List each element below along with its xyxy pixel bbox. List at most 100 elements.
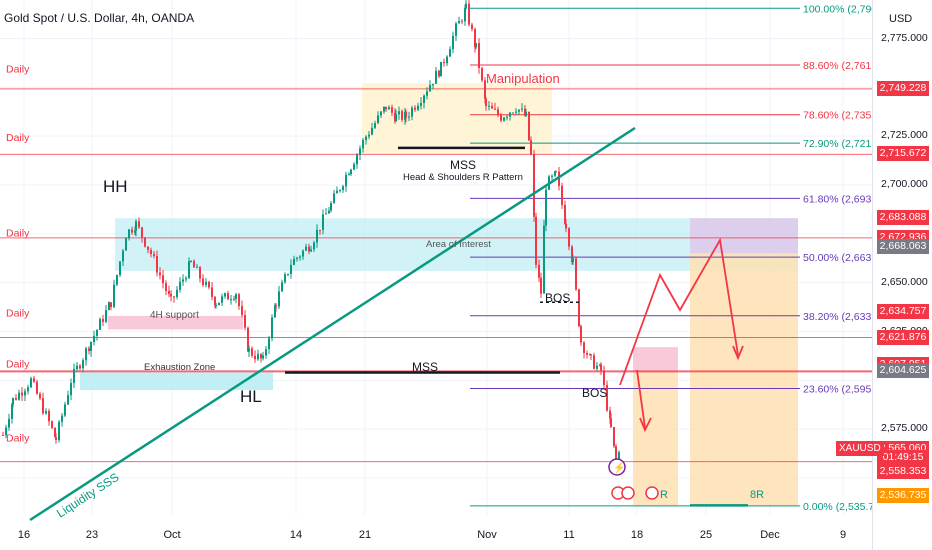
hs-pattern-zone: [362, 83, 552, 154]
candle-body: [96, 329, 98, 336]
y-tick-label: 2,725.000: [881, 129, 928, 142]
x-tick-label: 14: [290, 529, 302, 541]
candle-body: [481, 68, 483, 81]
candle-body: [575, 258, 577, 290]
x-axis-background: [0, 523, 872, 550]
candle-body: [438, 70, 440, 77]
candle-body: [561, 185, 563, 205]
candle-body: [85, 348, 87, 361]
candle-body: [39, 393, 41, 399]
candle-body: [568, 228, 570, 247]
candle-body: [102, 319, 104, 322]
candle-body: [356, 154, 358, 165]
candle-body: [105, 310, 107, 322]
candle-body: [359, 148, 361, 155]
candle-body: [308, 246, 310, 252]
candle-body: [125, 238, 127, 251]
candle-body: [411, 107, 413, 117]
candle-body: [494, 108, 496, 110]
candle-body: [281, 282, 283, 292]
candle-body: [348, 174, 350, 176]
mss-mid-label: MSS: [412, 360, 438, 374]
candle-body: [51, 421, 53, 428]
candle-body: [182, 279, 184, 282]
candle-body: [144, 237, 146, 247]
candle-body: [284, 274, 286, 283]
candle-body: [131, 229, 133, 233]
target-zone-b: [690, 218, 798, 254]
candle-body: [202, 278, 204, 286]
x-tick-label: Oct: [163, 529, 180, 541]
candle-body: [227, 293, 229, 300]
candle-body: [54, 427, 56, 438]
x-tick-label: 18: [631, 529, 643, 541]
support-4h-zone: [108, 315, 243, 330]
candle-body: [150, 249, 152, 255]
candle-body: [377, 115, 379, 124]
candle-body: [153, 254, 155, 256]
candle-body: [401, 111, 403, 120]
event-flag-icon: [621, 486, 635, 500]
candle-body: [238, 294, 240, 307]
candle-body: [491, 105, 493, 109]
candle-body: [257, 353, 259, 360]
candle-body: [339, 189, 341, 191]
price-chart[interactable]: 100.00% (2,790.48 88.60% (2,761.442 78.60%…: [0, 0, 872, 550]
candle-body: [30, 378, 32, 388]
hl-label: HL: [240, 387, 262, 406]
candle-body: [525, 111, 527, 116]
candle-body: [67, 395, 69, 405]
candle-body: [398, 111, 400, 115]
candle-body: [484, 80, 486, 99]
candle-body: [528, 111, 530, 141]
candle-body: [247, 327, 249, 352]
candle-body: [12, 398, 14, 405]
area-of-interest-label: Area of Interest: [426, 239, 491, 250]
candle-body: [423, 95, 425, 103]
candle-body: [8, 418, 10, 428]
price-badge: 2,668.063: [877, 239, 929, 255]
candle-body: [443, 61, 445, 64]
candle-body: [615, 446, 617, 462]
candle-body: [61, 415, 63, 422]
candle-body: [455, 23, 457, 36]
exhaustion-zone: [80, 372, 273, 391]
exhaustion-zone-label: Exhaustion Zone: [144, 362, 215, 373]
candle-body: [345, 174, 347, 187]
daily-label: Daily: [6, 308, 30, 320]
candle-body: [296, 257, 298, 259]
bos-top-label: BOS: [545, 291, 570, 305]
candle-body: [395, 114, 397, 122]
candle-body: [325, 213, 327, 215]
x-tick-label: 23: [86, 529, 98, 541]
candle-body: [572, 258, 574, 263]
y-tick-label: 2,575.000: [881, 422, 928, 435]
candle-body: [405, 111, 407, 118]
candle-body: [590, 354, 592, 356]
candle-body: [119, 261, 121, 275]
candle-body: [328, 210, 330, 214]
candle-body: [374, 123, 376, 128]
candle-body: [420, 102, 422, 106]
fib-label: 100.00% (2,790.48: [803, 3, 872, 15]
candle-body: [596, 365, 598, 369]
candle-body: [440, 61, 442, 77]
candle-body: [170, 293, 172, 297]
price-axis[interactable]: USD 2,775.0002,750.0002,725.0002,700.000…: [872, 0, 932, 550]
daily-label: Daily: [6, 433, 30, 445]
candle-body: [600, 364, 602, 371]
candle-body: [333, 193, 335, 204]
y-tick-label: 2,650.000: [881, 275, 928, 288]
price-badge: 2,558.353: [877, 464, 929, 480]
fib-label: 0.00% (2,535.709): [803, 501, 872, 513]
candle-body: [578, 289, 580, 327]
daily-label: Daily: [6, 359, 30, 371]
candle-body: [488, 105, 490, 107]
candle-body: [254, 355, 256, 360]
candle-body: [509, 112, 511, 117]
price-badge: 2,621.876: [877, 329, 929, 345]
projection-short-head: [639, 417, 652, 433]
price-badge: 2,683.088: [877, 210, 929, 226]
candle-body: [265, 349, 267, 356]
candle-body: [618, 452, 620, 462]
